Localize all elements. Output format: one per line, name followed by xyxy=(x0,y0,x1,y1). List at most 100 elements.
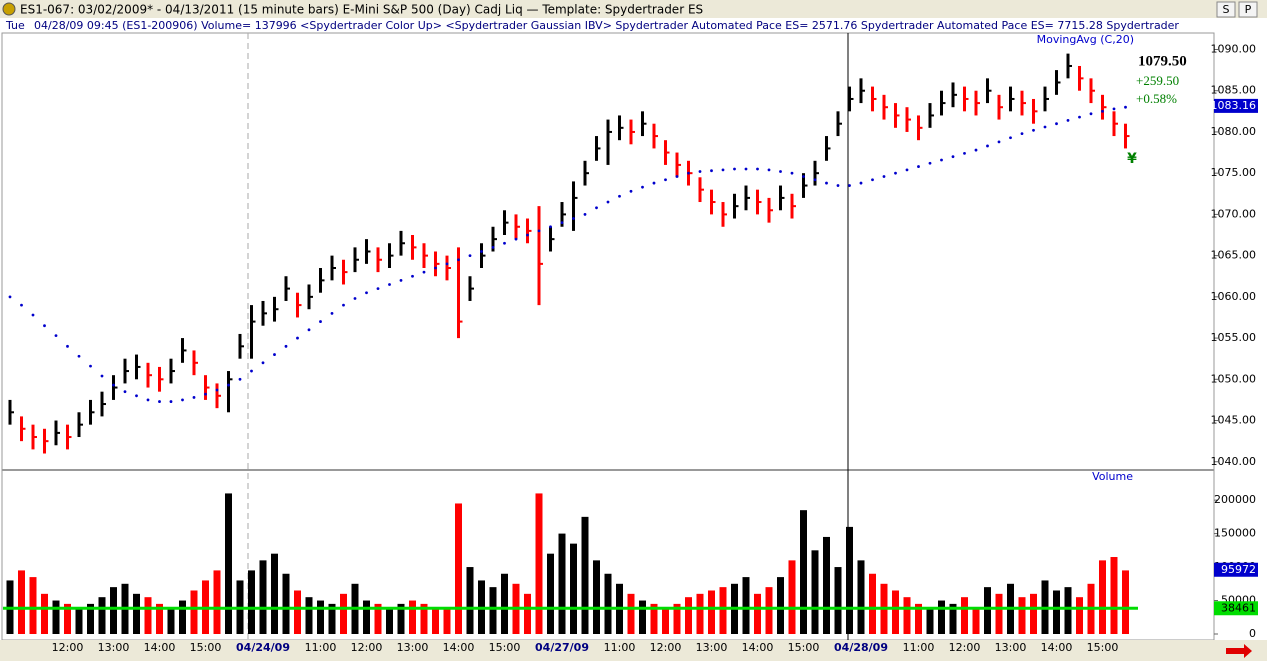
ma-dot xyxy=(560,221,564,225)
ma-dot xyxy=(1043,125,1047,129)
volume-bar xyxy=(1110,557,1118,634)
volume-bar xyxy=(869,573,876,634)
window-icon xyxy=(2,2,16,16)
volume-bar xyxy=(915,603,922,634)
volume-bar xyxy=(386,607,393,634)
volume-bar xyxy=(857,560,865,634)
ma-dot xyxy=(250,369,253,373)
volume-bar xyxy=(455,503,462,634)
ma-dot xyxy=(445,262,449,266)
y-tick-label: 200000 xyxy=(1214,493,1256,506)
ma-dot xyxy=(1078,115,1081,119)
volume-bar xyxy=(742,577,750,634)
volume-bar xyxy=(328,603,336,634)
y-tick-label: 1080.00 xyxy=(1211,125,1257,138)
volume-bar xyxy=(466,567,474,634)
volume-bar xyxy=(305,597,313,634)
y-tick-label: 1050.00 xyxy=(1211,372,1257,385)
x-tick-label: 13:00 xyxy=(397,641,429,654)
volume-bar xyxy=(926,607,934,634)
ma-dot xyxy=(158,400,161,403)
ma-dot xyxy=(8,295,12,299)
ma-dot xyxy=(1112,107,1116,111)
ma-dot xyxy=(813,178,817,182)
ma-dot xyxy=(468,254,472,258)
button-label[interactable]: P xyxy=(1245,3,1252,16)
ma-dot xyxy=(319,320,322,323)
volume-bar xyxy=(570,543,577,634)
ma-dot xyxy=(710,169,713,173)
ma-dot xyxy=(480,250,483,253)
volume-bar xyxy=(846,526,853,634)
ma-dot xyxy=(434,266,437,270)
ma-dot xyxy=(54,334,58,338)
volume-bar xyxy=(627,593,635,634)
change: +259.50 xyxy=(1136,73,1179,88)
x-tick-label: 04/24/09 xyxy=(236,641,290,654)
volume-bar xyxy=(995,593,1003,634)
volume-bar xyxy=(754,593,761,634)
x-axis-bar xyxy=(0,640,1267,661)
ma-dot xyxy=(192,396,196,399)
ma-dot xyxy=(422,270,426,274)
volume-bar xyxy=(892,590,899,634)
volume-bar xyxy=(984,587,991,634)
button-label[interactable]: S xyxy=(1223,3,1230,16)
ma-dot xyxy=(940,158,943,162)
ma-dot xyxy=(537,229,541,233)
ma-dot xyxy=(1020,132,1024,135)
ma-dot xyxy=(261,361,265,365)
ma-dot xyxy=(629,189,633,193)
volume-bar xyxy=(558,533,566,634)
volume-bar xyxy=(87,603,94,634)
volume-bar xyxy=(432,607,439,634)
ma-dot xyxy=(675,175,679,178)
y-tick-label: 1070.00 xyxy=(1211,207,1257,220)
ma-dot xyxy=(365,291,368,295)
volume-bar xyxy=(811,550,819,634)
volume-bar xyxy=(696,593,704,634)
ma-dot xyxy=(756,167,759,171)
volume-bar xyxy=(167,607,175,634)
ma-dot xyxy=(825,181,828,185)
ma-dot xyxy=(652,181,656,185)
volume-bar xyxy=(1018,597,1026,634)
button[interactable] xyxy=(1238,1,1258,18)
volume-bar xyxy=(213,570,221,634)
ma-label: MovingAvg (C,20) xyxy=(1037,33,1134,46)
x-tick-label: 15:00 xyxy=(489,641,521,654)
ma-dot xyxy=(284,344,288,348)
ma-dot xyxy=(572,217,575,220)
ma-dot xyxy=(1089,112,1093,116)
ma-dot xyxy=(986,144,989,148)
volume-bar xyxy=(708,590,715,634)
volume-bar xyxy=(547,553,554,634)
ma-dot xyxy=(1101,109,1104,113)
volume-bar xyxy=(1122,570,1129,634)
volume-bar xyxy=(650,603,658,634)
ma-dot xyxy=(100,374,104,378)
volume-bar xyxy=(225,493,232,634)
volume-bar xyxy=(673,603,681,634)
volume-last-box xyxy=(1214,562,1258,577)
ma-dot xyxy=(112,383,115,387)
scroll-arrow[interactable] xyxy=(1226,644,1252,658)
info-line: 04/28/09 09:45 (ES1-200906) Volume= 1379… xyxy=(34,19,1179,32)
volume-bar xyxy=(639,600,646,634)
x-tick-label: 11:00 xyxy=(604,641,636,654)
button[interactable] xyxy=(1216,1,1236,18)
volume-bar xyxy=(604,573,612,634)
x-tick-label: 13:00 xyxy=(696,641,728,654)
ma-dot xyxy=(181,398,184,402)
ma-dot xyxy=(595,206,598,210)
ma-dot xyxy=(802,175,805,178)
volume-bar xyxy=(374,603,382,634)
volume-bar xyxy=(788,560,796,634)
x-tick-label: 12:00 xyxy=(650,641,682,654)
volume-bar xyxy=(248,570,255,634)
ma-dot xyxy=(698,170,702,173)
volume-bar xyxy=(317,600,324,634)
volume-bar xyxy=(75,607,83,634)
ma-dot xyxy=(135,394,138,398)
